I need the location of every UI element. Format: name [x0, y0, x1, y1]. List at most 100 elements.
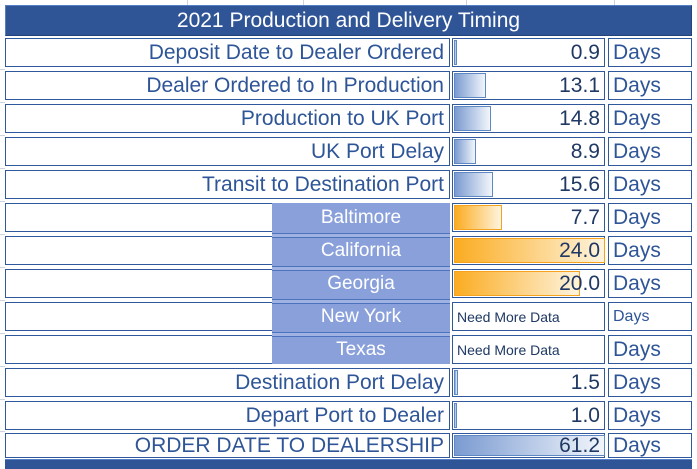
table-row-total: ORDER DATE TO DEALERSHIP 61.2 Days — [0, 433, 697, 458]
value-cell[interactable]: Need More Data — [452, 335, 605, 364]
stage-label-cell[interactable]: UK Port Delay — [5, 137, 450, 166]
unit-cell[interactable]: Days — [608, 71, 692, 100]
value-text: 7.7 — [570, 205, 600, 229]
unit-text: Days — [613, 238, 661, 262]
bottom-accent-bar — [5, 459, 692, 469]
value-cell[interactable]: 13.1 — [452, 71, 605, 100]
gridline — [0, 168, 5, 169]
gridline — [0, 333, 5, 334]
page-title-text: 2021 Production and Delivery Timing — [176, 8, 521, 32]
stage-label: UK Port Delay — [310, 139, 444, 163]
stage-label-cell[interactable]: Production to UK Port — [5, 104, 450, 133]
unit-cell[interactable]: Days — [608, 269, 692, 298]
gridline — [0, 366, 5, 367]
table-row: Deposit Date to Dealer Ordered 0.9 Days — [0, 38, 697, 67]
value-text: 1.5 — [570, 370, 600, 394]
gridline — [614, 0, 615, 5]
value-cell[interactable]: Need More Data — [452, 302, 605, 331]
value-text: 8.9 — [570, 139, 600, 163]
value-cell[interactable]: 24.0 — [452, 236, 605, 265]
unit-text: Days — [613, 106, 661, 130]
unit-text: Days — [613, 403, 661, 427]
gridline — [0, 69, 5, 70]
gridline — [0, 399, 5, 400]
value-text: 0.9 — [570, 40, 600, 64]
city-label-texas[interactable]: Texas — [336, 338, 386, 360]
stage-label-cell[interactable]: Destination Port Delay — [5, 368, 450, 397]
unit-cell[interactable]: Days — [608, 335, 692, 364]
data-bar — [454, 271, 580, 296]
unit-text: Days — [613, 433, 661, 457]
gridline — [0, 201, 5, 202]
value-cell[interactable]: 8.9 — [452, 137, 605, 166]
gridline — [0, 267, 5, 268]
value-cell[interactable]: 7.7 — [452, 203, 605, 232]
unit-text: Days — [613, 337, 661, 361]
value-cell[interactable]: 14.8 — [452, 104, 605, 133]
stage-label-cell[interactable]: Deposit Date to Dealer Ordered — [5, 38, 450, 67]
unit-text: Days — [613, 307, 650, 325]
city-label-georgia[interactable]: Georgia — [327, 272, 395, 294]
unit-cell[interactable]: Days — [608, 104, 692, 133]
stage-label: Production to UK Port — [240, 106, 444, 130]
unit-cell[interactable]: Days — [608, 433, 692, 458]
unit-text: Days — [613, 271, 661, 295]
value-text: 14.8 — [559, 106, 600, 130]
city-label-new-york[interactable]: New York — [320, 305, 402, 327]
data-bar — [454, 370, 458, 395]
city-label-block: Baltimore California Georgia New York Te… — [272, 203, 450, 364]
value-text: Need More Data — [457, 341, 560, 358]
city-row-divider — [272, 332, 450, 337]
stage-label: Deposit Date to Dealer Ordered — [148, 40, 444, 64]
value-text: 15.6 — [559, 172, 600, 196]
value-cell[interactable]: 20.0 — [452, 269, 605, 298]
page-title[interactable]: 2021 Production and Delivery Timing — [5, 5, 692, 36]
table-row: UK Port Delay 8.9 Days — [0, 137, 697, 166]
table-row: Production to UK Port 14.8 Days — [0, 104, 697, 133]
value-text: 20.0 — [559, 271, 600, 295]
city-row-divider — [272, 299, 450, 304]
stage-label: Transit to Destination Port — [202, 172, 444, 196]
value-text: 13.1 — [559, 73, 600, 97]
data-bar — [454, 172, 493, 197]
unit-text: Days — [613, 73, 661, 97]
stage-label-cell[interactable]: Transit to Destination Port — [5, 170, 450, 199]
value-cell[interactable]: 1.5 — [452, 368, 605, 397]
value-cell[interactable]: 0.9 — [452, 38, 605, 67]
value-text: 24.0 — [559, 238, 600, 262]
stage-label-cell[interactable]: ORDER DATE TO DEALERSHIP — [5, 433, 450, 458]
data-bar — [454, 40, 457, 65]
stage-label-cell[interactable]: Dealer Ordered to In Production — [5, 71, 450, 100]
value-text: 61.2 — [559, 433, 600, 457]
value-cell[interactable]: 1.0 — [452, 401, 605, 430]
city-row-divider — [272, 266, 450, 271]
unit-cell[interactable]: Days — [608, 203, 692, 232]
unit-cell[interactable]: Days — [608, 170, 692, 199]
city-label-california[interactable]: California — [320, 239, 402, 261]
unit-cell[interactable]: Days — [608, 137, 692, 166]
unit-cell[interactable]: Days — [608, 236, 692, 265]
gridline — [0, 135, 5, 136]
unit-cell[interactable]: Days — [608, 38, 692, 67]
unit-cell[interactable]: Days — [608, 401, 692, 430]
data-bar — [454, 403, 457, 428]
stage-label: Destination Port Delay — [235, 370, 444, 394]
unit-text: Days — [613, 205, 661, 229]
unit-text: Days — [613, 139, 661, 163]
gridline — [0, 102, 5, 103]
gridline — [0, 234, 5, 235]
value-text: Need More Data — [457, 308, 560, 325]
stage-label: Depart Port to Dealer — [245, 403, 444, 427]
value-cell[interactable]: 61.2 — [452, 433, 605, 458]
unit-cell[interactable]: Days — [608, 302, 692, 331]
gridline — [303, 0, 304, 5]
city-label-baltimore[interactable]: Baltimore — [320, 206, 402, 228]
value-cell[interactable]: 15.6 — [452, 170, 605, 199]
value-text: 1.0 — [570, 403, 600, 427]
table-row: Transit to Destination Port 15.6 Days — [0, 170, 697, 199]
gridline — [187, 0, 188, 5]
unit-cell[interactable]: Days — [608, 368, 692, 397]
stage-label-cell[interactable]: Depart Port to Dealer — [5, 401, 450, 430]
table-row: Dealer Ordered to In Production 13.1 Day… — [0, 71, 697, 100]
